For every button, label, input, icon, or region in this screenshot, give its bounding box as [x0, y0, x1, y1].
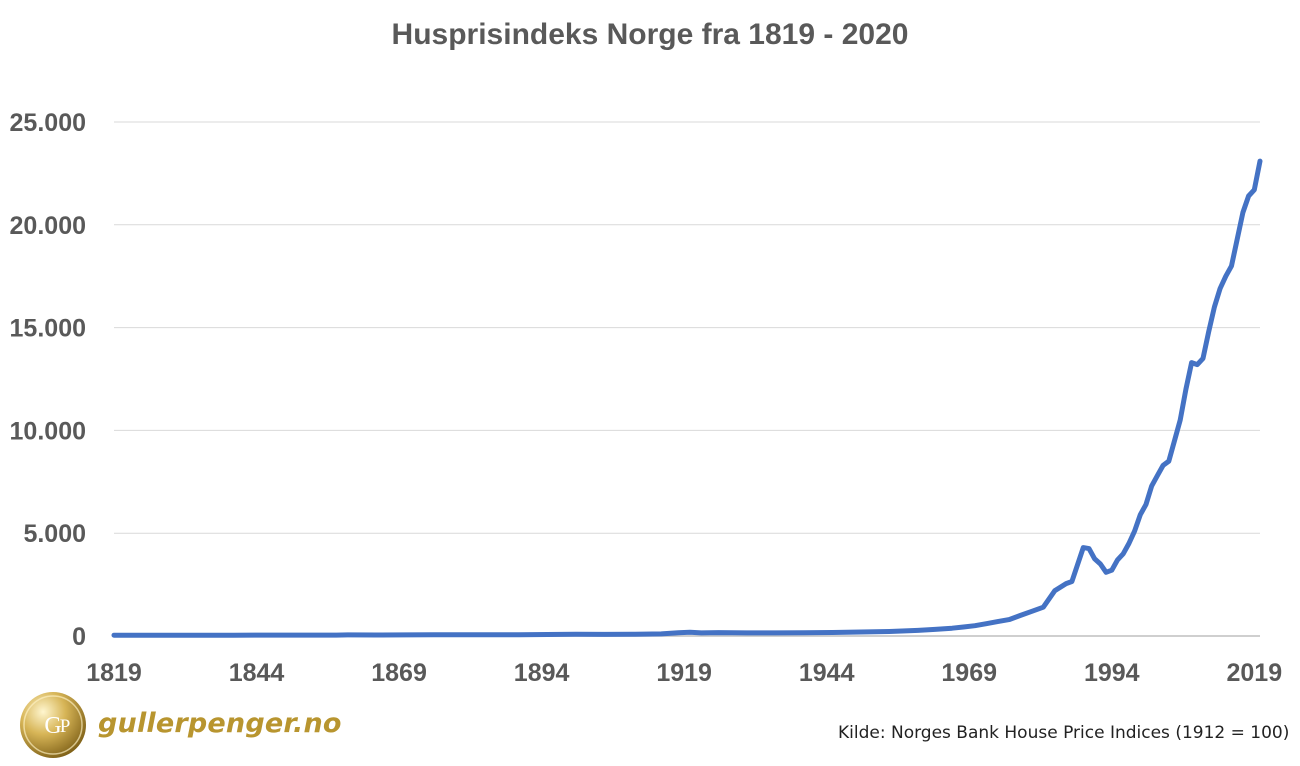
series-line-group — [111, 158, 1263, 638]
logo-text: gullerpenger.no — [98, 708, 342, 739]
y-tick-label: 5.000 — [23, 520, 86, 548]
series-line — [111, 158, 1263, 638]
y-tick-label: 25.000 — [10, 109, 86, 137]
x-tick-label: 1944 — [799, 659, 855, 687]
x-tick-label: 1869 — [371, 659, 427, 687]
gridlines — [114, 121, 1260, 637]
x-tick-label: 1969 — [941, 659, 997, 687]
x-tick-label: 1919 — [656, 659, 712, 687]
y-tick-label: 20.000 — [10, 212, 86, 240]
svg-text:P: P — [60, 716, 71, 737]
x-tick-label: 1844 — [229, 659, 285, 687]
svg-text:G: G — [44, 713, 61, 739]
y-tick-label: 10.000 — [10, 417, 86, 445]
source-note: Kilde: Norges Bank House Price Indices (… — [838, 723, 1290, 743]
gullerpenger-logo-icon: G P — [20, 692, 86, 758]
y-tick-label: 15.000 — [10, 315, 86, 343]
x-tick-label: 1994 — [1084, 659, 1140, 687]
x-tick-label: 1819 — [86, 659, 142, 687]
x-tick-label: 2019 — [1226, 659, 1282, 687]
chart-title: Husprisindeks Norge fra 1819 - 2020 — [391, 18, 909, 51]
axes: 0 5.000 10.000 15.000 20.000 25.000 1819 1844 18… — [10, 109, 1283, 687]
y-tick-label: 0 — [72, 623, 86, 651]
x-tick-label: 1894 — [514, 659, 570, 687]
